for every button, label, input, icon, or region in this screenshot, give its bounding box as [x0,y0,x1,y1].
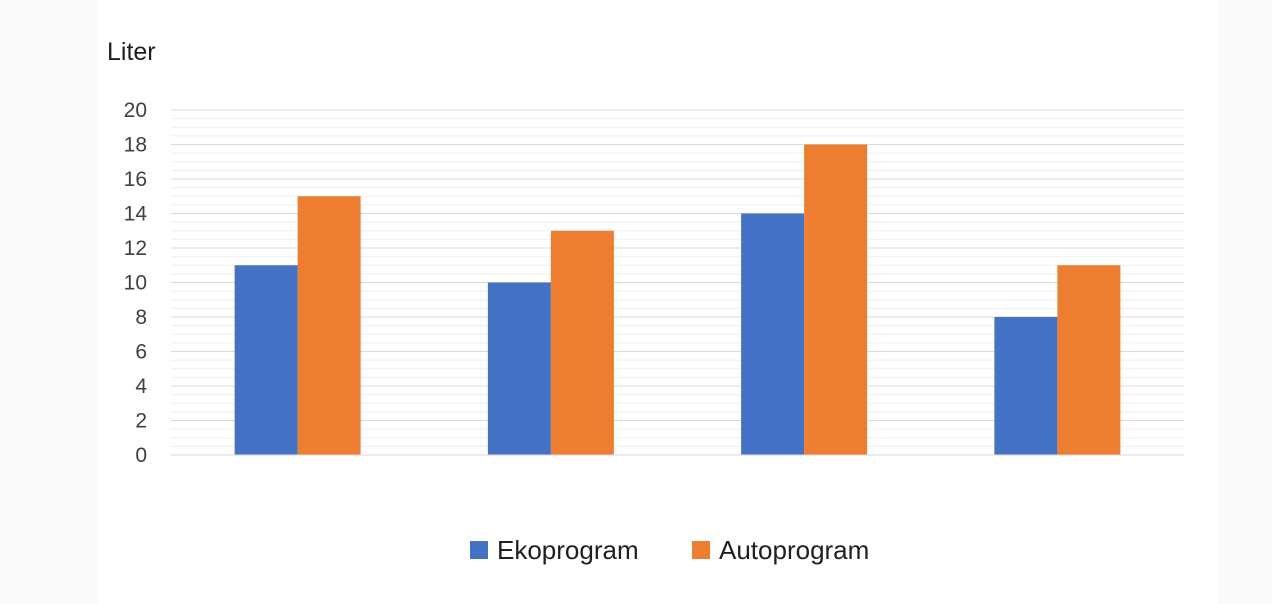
bar-autoprogram-2 [550,230,614,455]
y-tick-label: 14 [124,203,148,226]
bar-autoprogram-1 [297,196,361,455]
y-tick-label: 4 [135,375,147,398]
legend-label-ekoprogram: Ekoprogram [497,535,639,565]
y-axis-label: Liter [107,38,156,66]
y-tick-label: 8 [135,306,147,329]
y-tick-label: 6 [135,341,147,364]
bar-ekoprogram-4 [994,317,1058,455]
y-tick-label: 18 [124,134,147,157]
bar-autoprogram-4 [1057,265,1121,455]
bar-ekoprogram-1 [234,265,298,455]
legend-swatch-autoprogram [692,541,710,559]
y-tick-label: 16 [124,168,147,191]
legend-label-autoprogram: Autoprogram [719,535,869,565]
legend-swatch-ekoprogram [470,541,488,559]
y-tick-label: 10 [124,272,147,295]
y-tick-label: 12 [124,237,147,260]
bar-ekoprogram-2 [487,282,551,455]
y-tick-label: 20 [124,99,147,122]
bar-ekoprogram-3 [741,213,805,455]
legend: Ekoprogram Autoprogram [470,535,869,565]
y-tick-label: 2 [135,410,147,433]
bars [234,144,1121,455]
y-axis-ticks: 0 2 4 6 8 10 12 14 16 18 20 [124,99,148,467]
y-tick-label: 0 [135,444,147,467]
bar-autoprogram-3 [804,144,868,455]
